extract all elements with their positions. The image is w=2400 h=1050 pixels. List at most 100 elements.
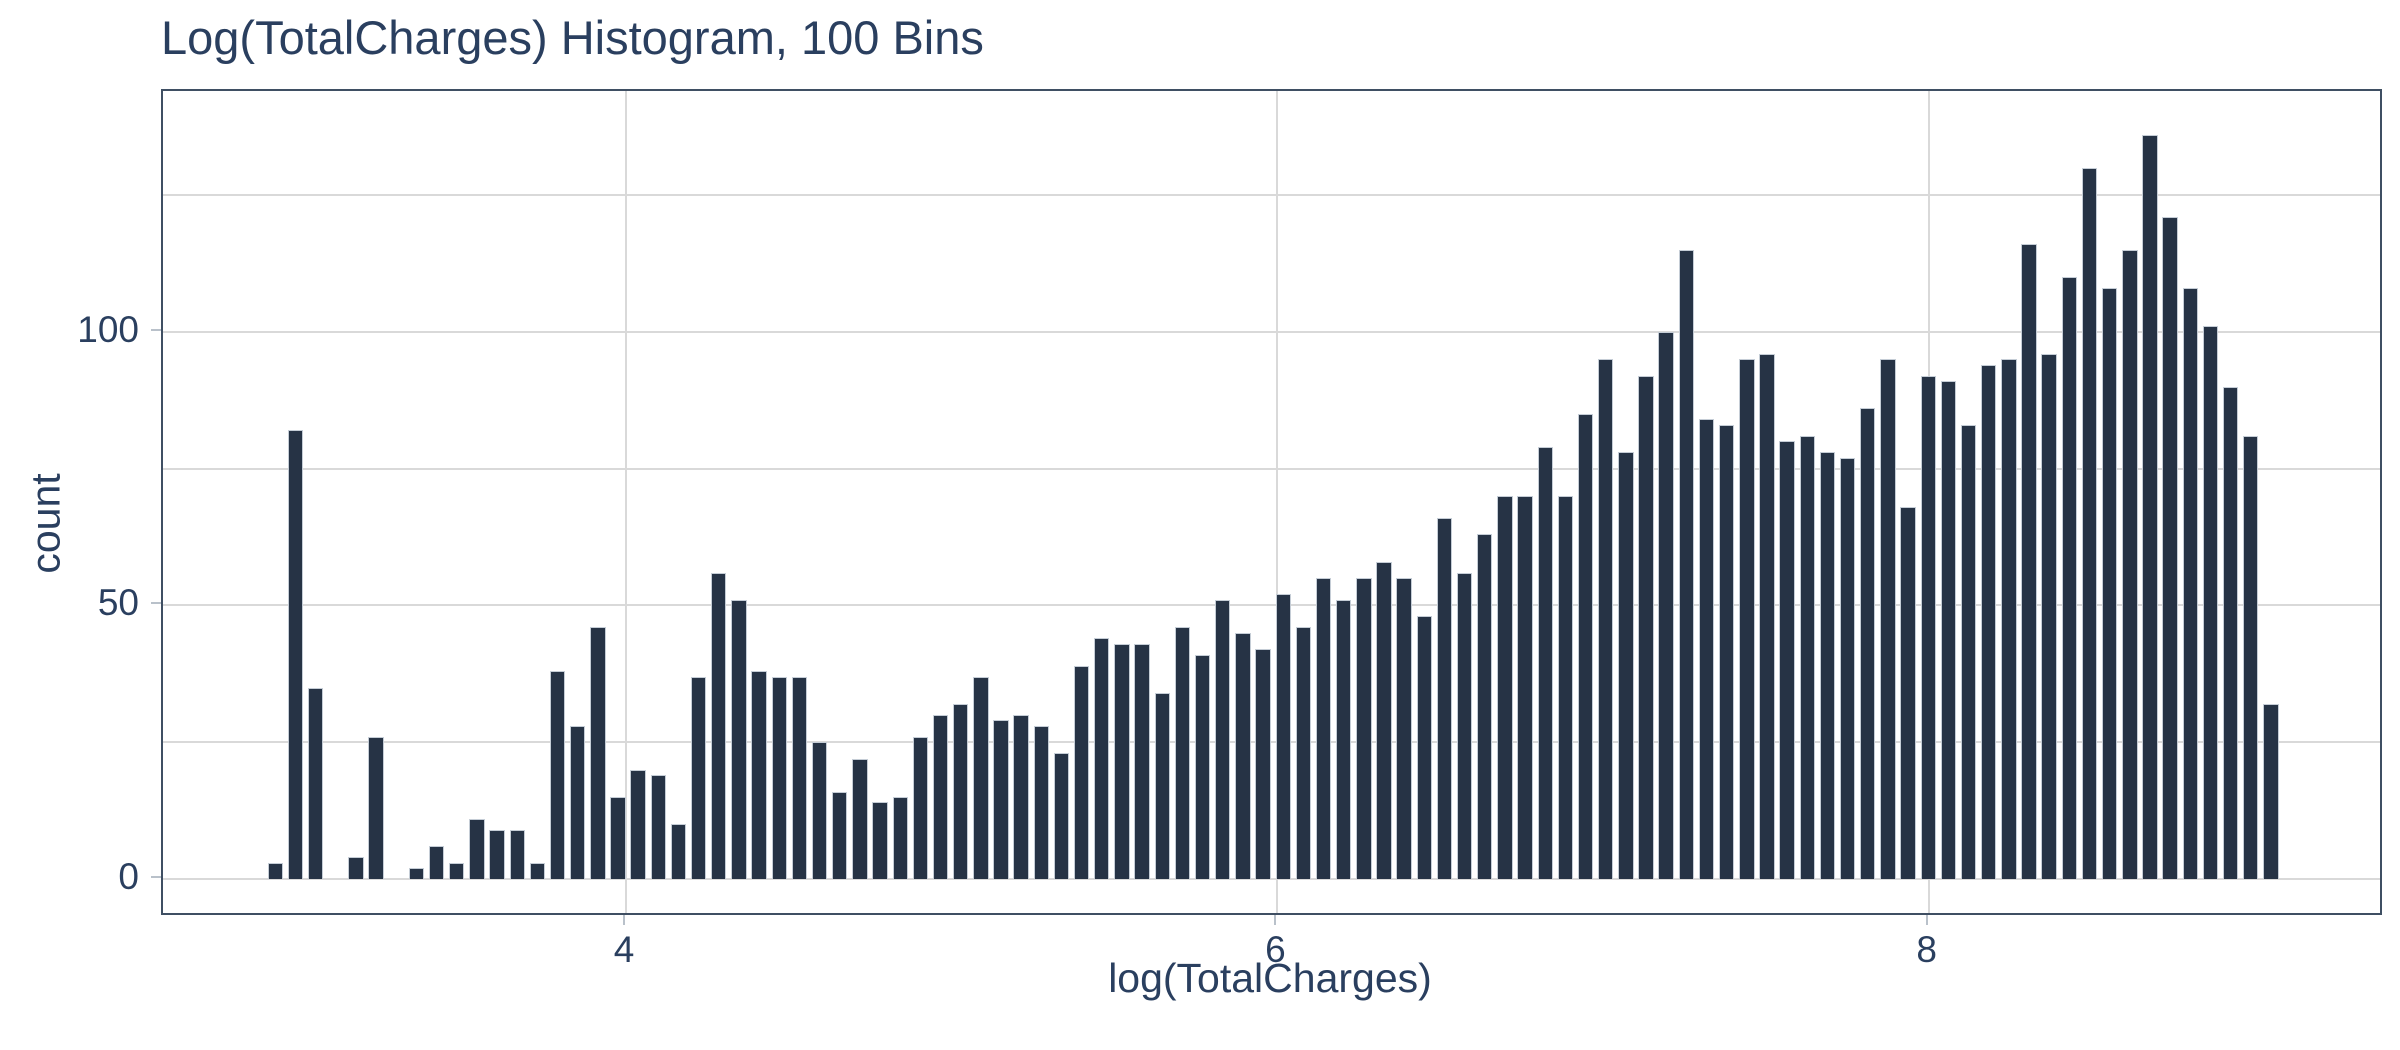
- histogram-bar[interactable]: [1839, 457, 1856, 880]
- histogram-bar[interactable]: [1174, 627, 1191, 880]
- histogram-bar[interactable]: [1295, 627, 1312, 880]
- histogram-bar[interactable]: [549, 671, 566, 880]
- histogram-bar[interactable]: [1698, 419, 1715, 880]
- histogram-bar[interactable]: [1134, 643, 1150, 880]
- histogram-bar[interactable]: [1537, 446, 1553, 880]
- histogram-bar[interactable]: [852, 758, 868, 880]
- histogram-bar[interactable]: [509, 829, 525, 880]
- histogram-bar[interactable]: [529, 862, 546, 880]
- histogram-bar[interactable]: [1819, 452, 1836, 880]
- histogram-bar[interactable]: [1436, 517, 1453, 880]
- histogram-bar[interactable]: [751, 671, 767, 880]
- histogram-bar[interactable]: [1356, 578, 1372, 880]
- histogram-bar[interactable]: [690, 676, 707, 880]
- histogram-bar[interactable]: [1315, 578, 1332, 880]
- histogram-bar[interactable]: [307, 687, 324, 880]
- histogram-bar[interactable]: [2061, 277, 2078, 880]
- histogram-bar[interactable]: [1900, 506, 1916, 880]
- histogram-bar[interactable]: [2222, 386, 2239, 880]
- histogram-bar[interactable]: [1194, 654, 1211, 880]
- histogram-bar[interactable]: [1497, 495, 1513, 880]
- histogram-bar[interactable]: [1215, 599, 1231, 880]
- histogram-bar[interactable]: [973, 676, 989, 880]
- histogram-bar[interactable]: [892, 796, 908, 880]
- histogram-bar[interactable]: [2162, 216, 2178, 880]
- histogram-bar[interactable]: [1033, 725, 1049, 880]
- histogram-bar[interactable]: [2182, 288, 2198, 880]
- histogram-bar[interactable]: [569, 725, 586, 880]
- histogram-bar[interactable]: [771, 676, 787, 880]
- histogram-bar[interactable]: [2021, 244, 2037, 880]
- histogram-bar[interactable]: [1759, 353, 1775, 880]
- histogram-bar[interactable]: [952, 703, 969, 880]
- histogram-bar[interactable]: [1920, 375, 1936, 880]
- histogram-bar[interactable]: [1981, 364, 1997, 880]
- histogram-bar[interactable]: [912, 736, 929, 880]
- histogram-bar[interactable]: [932, 714, 949, 880]
- histogram-bar[interactable]: [993, 720, 1009, 880]
- histogram-bar[interactable]: [2122, 249, 2138, 880]
- histogram-bar[interactable]: [1557, 495, 1574, 880]
- histogram-bar[interactable]: [1940, 381, 1957, 880]
- histogram-bar[interactable]: [267, 862, 284, 880]
- histogram-bar[interactable]: [1275, 594, 1291, 880]
- x-tick-mark: [623, 915, 626, 925]
- histogram-bar[interactable]: [1779, 441, 1795, 880]
- histogram-bar[interactable]: [811, 742, 828, 880]
- histogram-bar[interactable]: [791, 676, 808, 880]
- histogram-bar[interactable]: [1416, 616, 1432, 880]
- histogram-bar[interactable]: [650, 775, 666, 880]
- histogram-bar[interactable]: [2243, 435, 2259, 880]
- histogram-bar[interactable]: [348, 857, 364, 880]
- histogram-bar[interactable]: [1598, 359, 1614, 880]
- histogram-bar[interactable]: [1678, 249, 1695, 880]
- histogram-bar[interactable]: [1860, 408, 1876, 880]
- histogram-bar[interactable]: [1739, 359, 1755, 880]
- histogram-bar[interactable]: [610, 796, 626, 880]
- histogram-bar[interactable]: [1799, 435, 1815, 880]
- histogram-bar[interactable]: [2263, 703, 2279, 880]
- histogram-bar[interactable]: [670, 824, 687, 880]
- histogram-bar[interactable]: [1376, 561, 1392, 880]
- histogram-bar[interactable]: [590, 627, 606, 880]
- histogram-bar[interactable]: [1114, 643, 1130, 880]
- histogram-bar[interactable]: [2142, 134, 2158, 880]
- histogram-bar[interactable]: [2202, 326, 2219, 880]
- histogram-bar[interactable]: [1960, 424, 1977, 880]
- histogram-bar[interactable]: [1718, 424, 1735, 880]
- histogram-bar[interactable]: [832, 791, 848, 880]
- histogram-bar[interactable]: [1880, 359, 1896, 880]
- histogram-bar[interactable]: [1255, 649, 1271, 880]
- histogram-bar[interactable]: [1094, 638, 1110, 880]
- histogram-bar[interactable]: [1577, 413, 1594, 880]
- histogram-bar[interactable]: [449, 862, 465, 880]
- histogram-bar[interactable]: [1073, 665, 1090, 880]
- histogram-bar[interactable]: [630, 769, 646, 880]
- histogram-bar[interactable]: [1053, 753, 1070, 880]
- histogram-bar[interactable]: [872, 802, 888, 880]
- histogram-bar[interactable]: [489, 829, 505, 880]
- histogram-bar[interactable]: [428, 846, 445, 880]
- histogram-bar[interactable]: [2001, 359, 2017, 880]
- histogram-bar[interactable]: [1517, 495, 1533, 880]
- histogram-bar[interactable]: [1396, 578, 1412, 880]
- histogram-bar[interactable]: [469, 818, 485, 880]
- y-gridline: [163, 193, 2380, 196]
- histogram-bar[interactable]: [731, 599, 747, 880]
- histogram-bar[interactable]: [2101, 288, 2118, 880]
- histogram-bar[interactable]: [711, 572, 727, 880]
- histogram-bar[interactable]: [408, 868, 425, 880]
- histogram-bar[interactable]: [1154, 692, 1170, 880]
- histogram-bar[interactable]: [1013, 714, 1029, 880]
- histogram-bar[interactable]: [368, 736, 384, 880]
- histogram-bar[interactable]: [1335, 599, 1352, 880]
- histogram-bar[interactable]: [1456, 572, 1473, 880]
- histogram-bar[interactable]: [287, 430, 304, 880]
- histogram-bar[interactable]: [2041, 353, 2057, 880]
- histogram-bar[interactable]: [1235, 632, 1251, 880]
- histogram-bar[interactable]: [1477, 534, 1493, 880]
- histogram-bar[interactable]: [2081, 167, 2098, 880]
- histogram-bar[interactable]: [1638, 375, 1654, 880]
- histogram-bar[interactable]: [1658, 331, 1674, 880]
- histogram-bar[interactable]: [1618, 452, 1634, 880]
